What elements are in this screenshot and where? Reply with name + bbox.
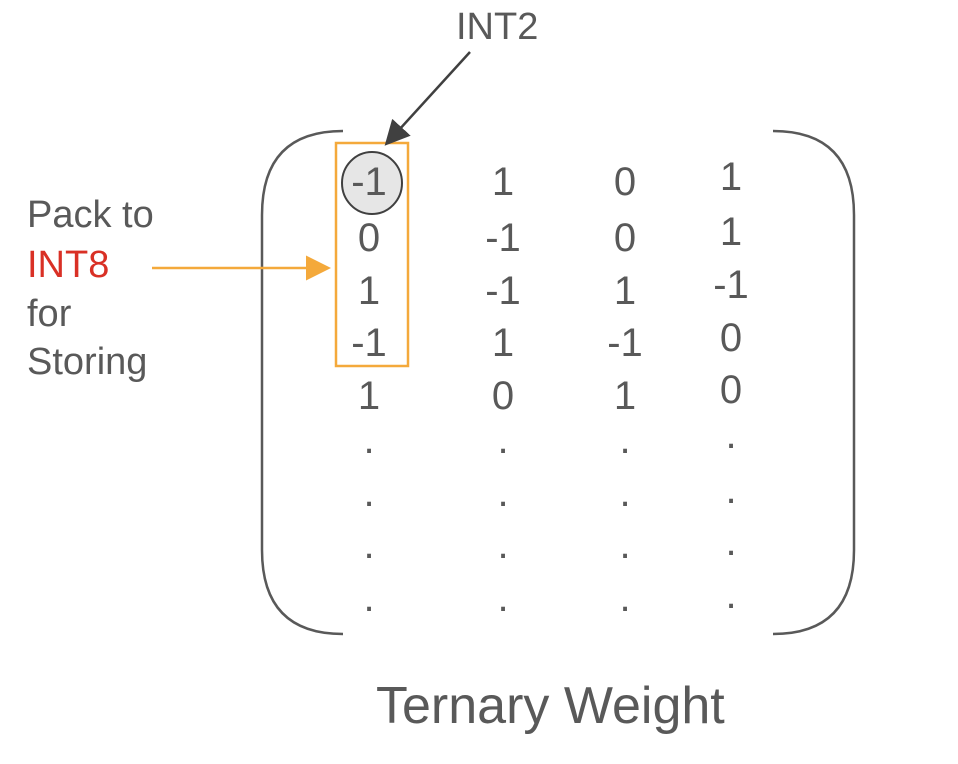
pack-label-line3: for [27, 293, 72, 335]
matrix-right-bracket [772, 129, 856, 636]
int2-arrow [384, 51, 471, 146]
matrix-cell: . [619, 471, 631, 515]
matrix-cell: -1 [351, 160, 387, 204]
matrix-cell: 1 [613, 374, 637, 418]
matrix-cell: 0 [613, 160, 637, 204]
matrix-cell: 1 [357, 269, 381, 313]
matrix-cell: -1 [485, 216, 521, 260]
matrix-cell: . [619, 418, 631, 462]
int2-circle [341, 151, 403, 215]
matrix-cell: 1 [491, 321, 515, 365]
matrix-cell: 0 [719, 368, 743, 412]
matrix-cell: . [363, 471, 375, 515]
caption-ternary-weight: Ternary Weight [376, 677, 725, 735]
matrix-cell: . [619, 576, 631, 620]
matrix-cell: . [363, 418, 375, 462]
matrix-cell: . [725, 520, 737, 564]
matrix-cell: . [725, 413, 737, 457]
pack-label-int8: INT8 [27, 244, 110, 286]
matrix-cell: 0 [613, 216, 637, 260]
matrix-cell: -1 [713, 263, 749, 307]
matrix-cell: 0 [719, 316, 743, 360]
matrix-cell: 0 [491, 374, 515, 418]
matrix-cell: 1 [719, 210, 743, 254]
matrix-cell: . [725, 468, 737, 512]
matrix-cell: -1 [351, 321, 387, 365]
matrix-cell: . [363, 523, 375, 567]
matrix-cell: . [497, 418, 509, 462]
matrix-cell: -1 [607, 321, 643, 365]
matrix-cell: 1 [357, 374, 381, 418]
matrix-cell: . [497, 471, 509, 515]
matrix-cell: . [363, 576, 375, 620]
pack-label-line4: Storing [27, 341, 148, 383]
matrix-left-bracket [260, 129, 344, 636]
matrix-cell: 1 [491, 160, 515, 204]
matrix-cell: . [497, 576, 509, 620]
matrix-cell: . [725, 573, 737, 617]
int2-label: INT2 [456, 6, 539, 48]
matrix-cell: . [497, 523, 509, 567]
pack-label-line1: Pack to [27, 194, 154, 236]
matrix-cell: 1 [613, 269, 637, 313]
matrix-cell: -1 [485, 269, 521, 313]
matrix-cell: 1 [719, 155, 743, 199]
matrix-cell: . [619, 523, 631, 567]
pack-highlight-box [334, 141, 410, 368]
matrix-cell: 0 [357, 216, 381, 260]
